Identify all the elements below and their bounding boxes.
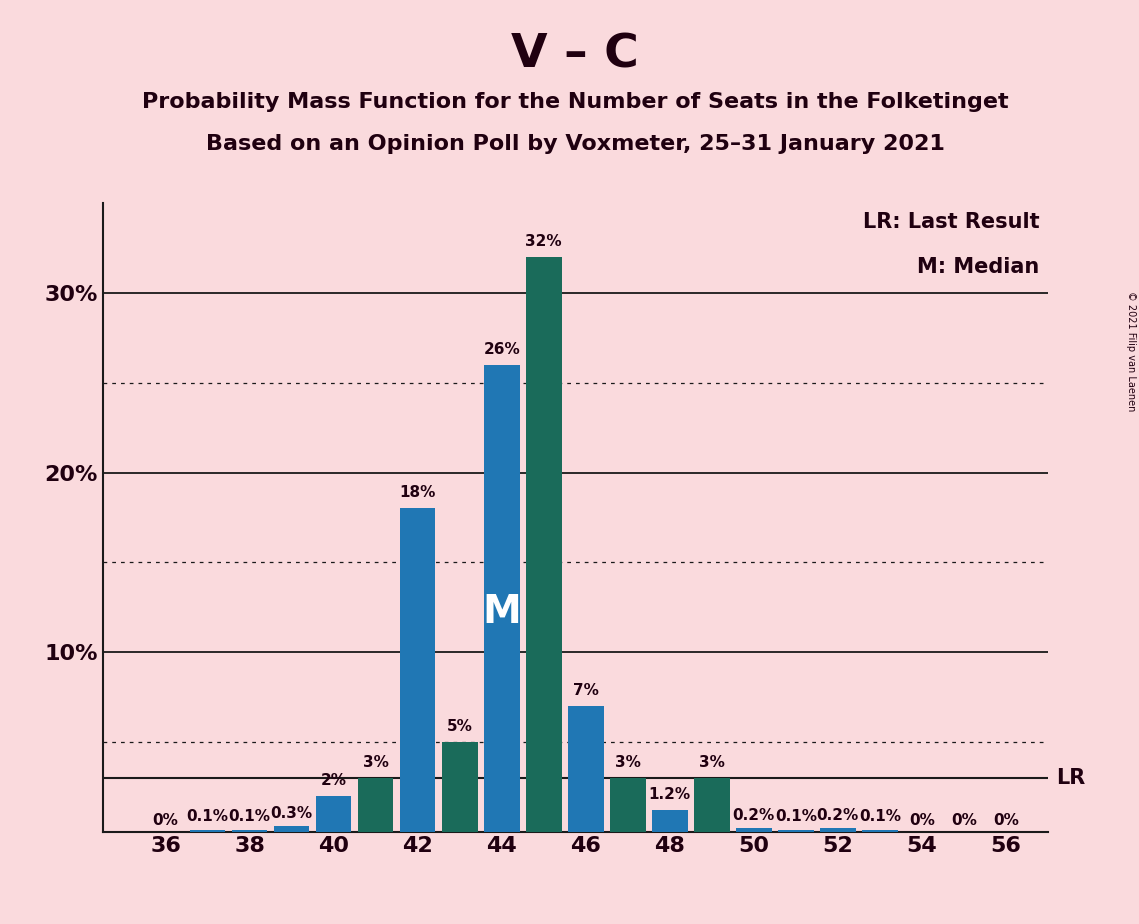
- Text: LR: LR: [1056, 768, 1085, 788]
- Text: 7%: 7%: [573, 683, 599, 698]
- Bar: [484, 365, 519, 832]
- Bar: [652, 810, 688, 832]
- Bar: [778, 830, 813, 832]
- Text: Probability Mass Function for the Number of Seats in the Folketinget: Probability Mass Function for the Number…: [142, 92, 1008, 113]
- Bar: [442, 742, 477, 832]
- Text: © 2021 Filip van Laenen: © 2021 Filip van Laenen: [1126, 291, 1136, 411]
- Text: 0.2%: 0.2%: [732, 808, 775, 822]
- Text: 0.3%: 0.3%: [271, 806, 312, 821]
- Text: 0.1%: 0.1%: [229, 809, 271, 824]
- Text: 0%: 0%: [993, 813, 1018, 829]
- Bar: [273, 826, 310, 832]
- Text: 0%: 0%: [909, 813, 935, 829]
- Bar: [568, 706, 604, 832]
- Bar: [862, 830, 898, 832]
- Bar: [609, 778, 646, 832]
- Text: 0%: 0%: [153, 813, 179, 829]
- Bar: [400, 508, 435, 832]
- Bar: [190, 830, 226, 832]
- Bar: [316, 796, 352, 832]
- Text: 0.1%: 0.1%: [859, 809, 901, 824]
- Text: 3%: 3%: [362, 755, 388, 770]
- Bar: [820, 828, 855, 832]
- Bar: [736, 828, 771, 832]
- Text: 3%: 3%: [615, 755, 640, 770]
- Text: 1.2%: 1.2%: [649, 787, 690, 802]
- Text: LR: Last Result: LR: Last Result: [863, 213, 1040, 232]
- Text: 3%: 3%: [699, 755, 724, 770]
- Bar: [231, 830, 268, 832]
- Text: 0.2%: 0.2%: [817, 808, 859, 822]
- Text: 32%: 32%: [525, 234, 562, 249]
- Bar: [358, 778, 393, 832]
- Bar: [526, 257, 562, 832]
- Text: 0.1%: 0.1%: [187, 809, 229, 824]
- Text: M: M: [482, 593, 521, 631]
- Text: Based on an Opinion Poll by Voxmeter, 25–31 January 2021: Based on an Opinion Poll by Voxmeter, 25…: [206, 134, 944, 154]
- Text: 0%: 0%: [951, 813, 977, 829]
- Text: 2%: 2%: [320, 772, 346, 787]
- Text: V – C: V – C: [511, 32, 639, 78]
- Text: 5%: 5%: [446, 719, 473, 734]
- Text: M: Median: M: Median: [917, 257, 1040, 277]
- Text: 26%: 26%: [483, 342, 521, 357]
- Bar: [694, 778, 730, 832]
- Text: 0.1%: 0.1%: [775, 809, 817, 824]
- Text: 18%: 18%: [400, 485, 436, 501]
